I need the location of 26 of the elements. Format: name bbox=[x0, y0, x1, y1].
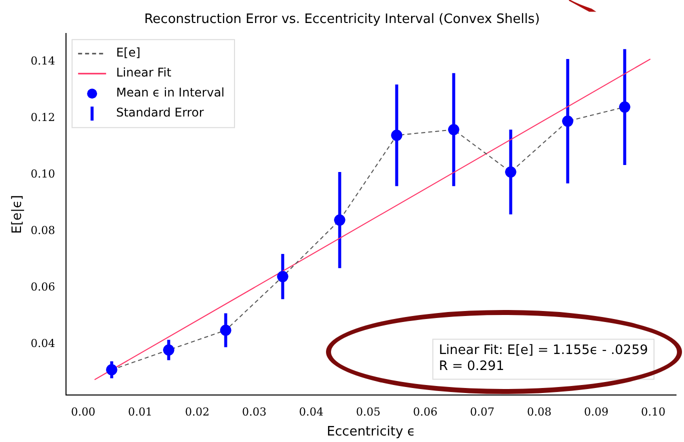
y-axis-title: E[e|ϵ] bbox=[10, 195, 26, 234]
x-tick-label: 0.00 bbox=[70, 406, 96, 419]
x-tick-label: 0.10 bbox=[640, 406, 666, 419]
annotation: Linear Fit: E[e] = 1.155ϵ - .0259 bbox=[438, 343, 648, 358]
legend-label: Linear Fit bbox=[116, 66, 172, 80]
annotation: R = 0.291 bbox=[438, 359, 504, 374]
x-tick-label: 0.04 bbox=[298, 406, 324, 419]
y-tick-label: 0.14 bbox=[30, 54, 56, 68]
legend-label: E[e] bbox=[116, 46, 140, 60]
x-tick-label: 0.07 bbox=[470, 406, 494, 419]
y-tick-label: 0.06 bbox=[30, 280, 56, 294]
x-tick-label: 0.09 bbox=[584, 406, 608, 419]
x-tick-label: 0.05 bbox=[356, 406, 380, 419]
x-tick-label: 0.03 bbox=[242, 406, 266, 419]
y-tick-label: 0.12 bbox=[30, 111, 56, 124]
x-tick-label: 0.01 bbox=[128, 406, 152, 419]
x-tick-label: 0.08 bbox=[526, 406, 552, 419]
x-tick-label: 0.06 bbox=[412, 406, 438, 419]
chart-title: Reconstruction Error vs. Eccentricity Interval (Convex Shells) bbox=[144, 12, 540, 28]
y-tick-label: 0.10 bbox=[30, 168, 56, 181]
x-tick-label: 0.02 bbox=[184, 406, 210, 419]
y-tick-label: 0.04 bbox=[30, 337, 56, 350]
x-axis-title: Eccentricity ϵ bbox=[326, 424, 416, 440]
legend-label: Standard Error bbox=[116, 106, 204, 120]
y-tick-label: 0.08 bbox=[30, 224, 56, 238]
legend-label: Mean ϵ in Interval bbox=[116, 86, 225, 100]
